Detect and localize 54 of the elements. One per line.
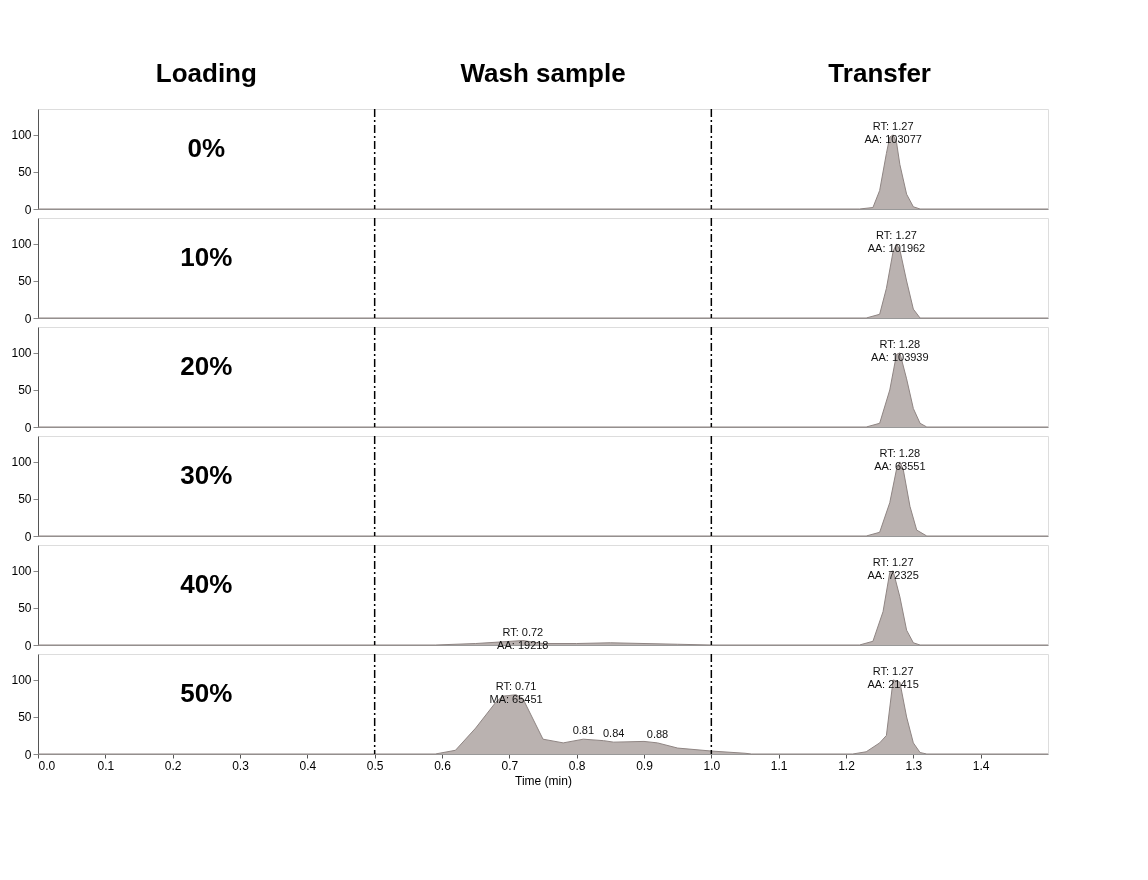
x-tick-label: 0.8 xyxy=(568,758,586,773)
y-tick-label: 0 xyxy=(24,202,32,217)
x-tick-label: 0.7 xyxy=(501,758,519,773)
y-tick-label: 100 xyxy=(11,673,32,688)
x-tick-label: 1.4 xyxy=(972,758,990,773)
y-tick-label: 100 xyxy=(11,564,32,579)
annotation: RT: 0.71 MA: 65451 xyxy=(489,679,543,705)
x-tick-label: 0.9 xyxy=(636,758,654,773)
text: Loading xyxy=(155,58,257,88)
y-tick-label: 0 xyxy=(24,311,32,326)
text: Transfer xyxy=(828,58,931,88)
x-tick-label: 0.6 xyxy=(434,758,452,773)
y-tick-label: 0 xyxy=(24,638,32,653)
x-tick-label: 0.3 xyxy=(232,758,250,773)
annotation: RT: 1.28 AA: 103939 xyxy=(871,337,929,363)
annotation: RT: 1.28 AA: 63551 xyxy=(874,446,926,472)
annotation: RT: 1.27 AA: 103077 xyxy=(864,119,922,145)
y-tick-label: 50 xyxy=(18,710,32,725)
annotation: RT: 0.72 AA: 19218 xyxy=(497,625,549,651)
x-tick-label: 1.1 xyxy=(770,758,788,773)
x-tick-label: 0.2 xyxy=(164,758,182,773)
x-tick-label: 0.4 xyxy=(299,758,317,773)
x-tick-label: 0.1 xyxy=(97,758,115,773)
x-tick-label: 1.0 xyxy=(703,758,721,773)
x-axis-title: Time (min) xyxy=(515,773,572,788)
y-tick-label: 100 xyxy=(11,346,32,361)
text: 40% xyxy=(180,569,233,599)
y-tick-label: 100 xyxy=(11,455,32,470)
annotation: 0.84 xyxy=(602,727,625,740)
annotation: RT: 1.27 AA: 21415 xyxy=(867,664,919,690)
text: 50% xyxy=(180,678,233,708)
y-tick-label: 50 xyxy=(18,383,32,398)
annotation: 0.81 xyxy=(572,724,595,737)
x-tick-label: 0.0 xyxy=(38,758,56,773)
text: 0% xyxy=(187,133,226,163)
text: 20% xyxy=(180,351,233,381)
y-tick-label: 100 xyxy=(11,128,32,143)
y-tick-label: 50 xyxy=(18,165,32,180)
y-tick-label: 100 xyxy=(11,237,32,252)
annotation: RT: 1.27 AA: 101962 xyxy=(867,228,926,254)
text: Wash sample xyxy=(460,58,626,88)
x-tick-label: 1.3 xyxy=(905,758,923,773)
annotation: RT: 1.27 AA: 72325 xyxy=(867,555,919,581)
y-tick-label: 0 xyxy=(24,747,32,762)
y-tick-label: 50 xyxy=(18,492,32,507)
y-tick-label: 0 xyxy=(24,420,32,435)
text: 30% xyxy=(180,460,233,490)
y-tick-label: 50 xyxy=(18,601,32,616)
text: 10% xyxy=(180,242,233,272)
y-tick-label: 0 xyxy=(24,529,32,544)
x-tick-label: 1.2 xyxy=(838,758,856,773)
x-tick-label: 0.5 xyxy=(366,758,384,773)
y-tick-label: 50 xyxy=(18,274,32,289)
annotation: 0.88 xyxy=(646,727,669,740)
